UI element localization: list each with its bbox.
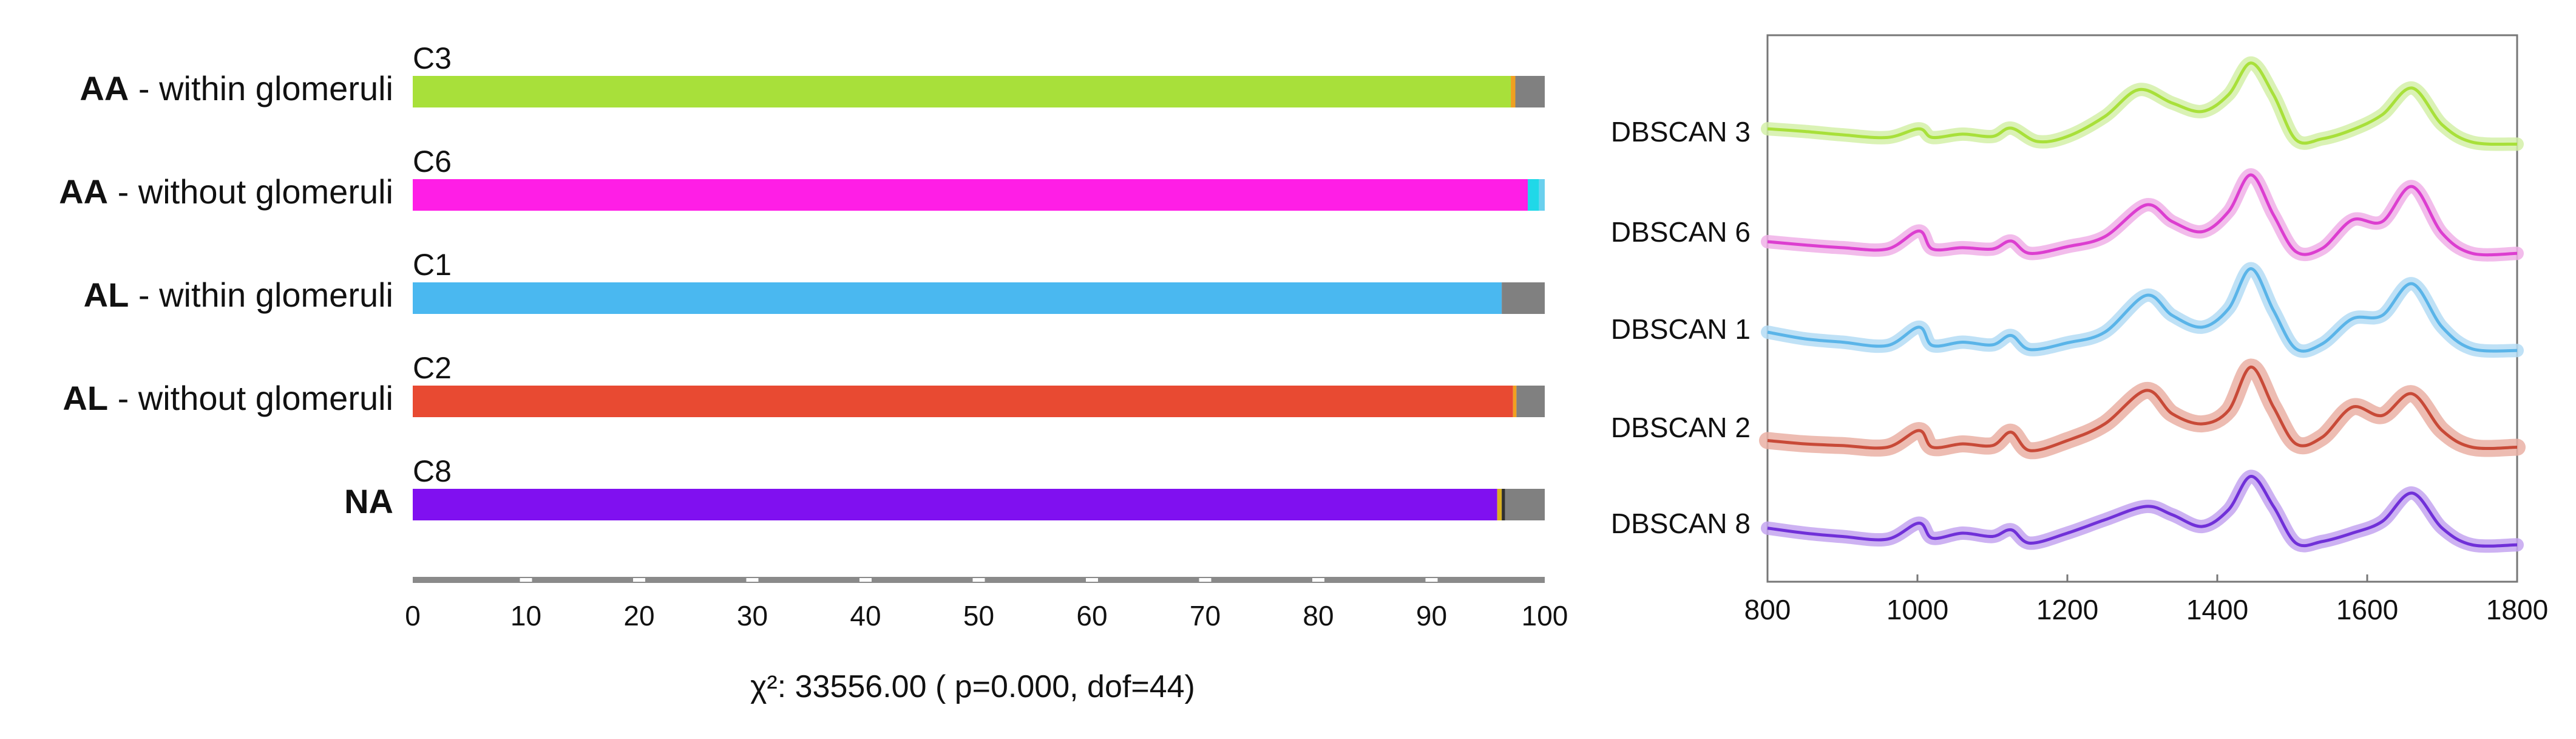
x-axis-tick bbox=[746, 578, 759, 582]
bar-row: NA C8 bbox=[344, 454, 1545, 520]
x-tick-label: 80 bbox=[1303, 600, 1334, 632]
x-axis-tick bbox=[972, 578, 985, 582]
series-label: DBSCAN 6 bbox=[1611, 216, 1751, 248]
row-label-bold: AL bbox=[84, 276, 129, 314]
x-tick-label: 50 bbox=[963, 600, 994, 632]
x-tick-label: 90 bbox=[1416, 600, 1447, 632]
bar-row: AA - within glomeruli C3 bbox=[80, 41, 1545, 107]
series-label: DBSCAN 2 bbox=[1611, 412, 1751, 443]
x-tick-label: 60 bbox=[1076, 600, 1107, 632]
bar-segment bbox=[1539, 179, 1545, 211]
row-label-rest: - without glomeruli bbox=[108, 172, 393, 211]
spectrum-band bbox=[1761, 168, 2524, 262]
bar-segment bbox=[1505, 489, 1545, 520]
plot-frame bbox=[1766, 34, 2518, 583]
cluster-label: C6 bbox=[413, 145, 452, 179]
x-tick-label: 0 bbox=[405, 600, 421, 632]
chi-square-annotation: χ²: 33556.00 ( p=0.000, dof=44) bbox=[750, 669, 1195, 704]
row-label: AL - within glomeruli bbox=[84, 276, 393, 314]
spectrum-band bbox=[1759, 358, 2526, 460]
bar-segment bbox=[1516, 386, 1545, 417]
x-tick-label: 1600 bbox=[2336, 594, 2398, 625]
x-tick-label: 20 bbox=[623, 600, 654, 632]
bar-segment bbox=[413, 76, 1511, 107]
series-label: DBSCAN 3 bbox=[1611, 116, 1751, 148]
spectrum-line bbox=[1767, 173, 2518, 257]
x-tick-label: 10 bbox=[510, 600, 541, 632]
x-tick-label: 1000 bbox=[1886, 594, 1948, 625]
x-tick-label: 70 bbox=[1190, 600, 1221, 632]
x-tick-label: 100 bbox=[1522, 600, 1568, 632]
bar-segment bbox=[413, 489, 1497, 520]
row-label-rest: - within glomeruli bbox=[129, 69, 393, 107]
x-tick-label: 40 bbox=[850, 600, 881, 632]
x-axis-tick bbox=[1199, 578, 1212, 582]
spectrum-line bbox=[1767, 61, 2518, 146]
x-axis-tick bbox=[633, 578, 645, 582]
spectrum-line bbox=[1767, 366, 2518, 452]
spectrum-band bbox=[1761, 469, 2524, 553]
row-label-bold: AL bbox=[63, 379, 108, 417]
x-axis-tick bbox=[1312, 578, 1324, 582]
x-tick-label: 30 bbox=[737, 600, 768, 632]
stacked-bar-chart: AA - within glomeruli C3 AA - without glom… bbox=[59, 41, 1568, 704]
row-label-rest: - without glomeruli bbox=[108, 379, 393, 417]
x-tick-label: 800 bbox=[1744, 594, 1791, 625]
x-axis: 0 10 20 30 40 50 60 70 80 90 100 bbox=[405, 577, 1568, 632]
bar-segment bbox=[1511, 76, 1516, 107]
cluster-label: C3 bbox=[413, 41, 452, 75]
row-label-bold: NA bbox=[344, 482, 393, 520]
x-axis-tick bbox=[859, 578, 872, 582]
x-axis: 800 1000 1200 1400 1600 1800 bbox=[1744, 574, 2548, 625]
row-label: AA - within glomeruli bbox=[80, 69, 393, 107]
series-label: DBSCAN 1 bbox=[1611, 313, 1751, 345]
x-axis-tick bbox=[1086, 578, 1098, 582]
row-label: NA bbox=[344, 482, 393, 520]
cluster-label: C1 bbox=[413, 248, 452, 282]
bar-segment bbox=[1513, 386, 1517, 417]
bar-segment bbox=[413, 179, 1528, 211]
row-label: AL - without glomeruli bbox=[63, 379, 393, 417]
spectrum-series: DBSCAN 6 bbox=[1611, 168, 2524, 262]
bar-row: AL - within glomeruli C1 bbox=[84, 248, 1545, 314]
spectrum-series: DBSCAN 1 bbox=[1611, 262, 2524, 358]
row-label-bold: AA bbox=[59, 172, 108, 211]
x-axis-tick bbox=[1425, 578, 1438, 582]
spectrum-series: DBSCAN 3 bbox=[1611, 56, 2524, 151]
bar-segment bbox=[1497, 489, 1502, 520]
cluster-label: C2 bbox=[413, 351, 452, 385]
bar-row: AA - without glomeruli C6 bbox=[59, 145, 1545, 211]
spectra-line-chart: DBSCAN 3 DBSCAN 6 DBSCAN 1 DBSCAN 2 DBSCAN 8… bbox=[1611, 34, 2548, 625]
spectrum-line bbox=[1767, 475, 2518, 548]
x-tick-label: 1200 bbox=[2036, 594, 2098, 625]
bar-segment bbox=[1502, 489, 1505, 520]
x-tick-label: 1800 bbox=[2486, 594, 2548, 625]
bar-row: AL - without glomeruli C2 bbox=[63, 351, 1545, 417]
bar-segment bbox=[1528, 179, 1539, 211]
series-label: DBSCAN 8 bbox=[1611, 508, 1751, 539]
bar-segment bbox=[413, 282, 1502, 314]
row-label: AA - without glomeruli bbox=[59, 172, 393, 211]
spectrum-line bbox=[1767, 267, 2518, 353]
spectrum-band bbox=[1761, 262, 2524, 358]
bar-segment bbox=[413, 386, 1513, 417]
spectrum-series: DBSCAN 2 bbox=[1611, 358, 2526, 460]
x-axis-tick bbox=[520, 578, 532, 582]
bar-segment bbox=[1502, 282, 1545, 314]
x-tick-label: 1400 bbox=[2186, 594, 2248, 625]
row-label-bold: AA bbox=[80, 69, 129, 107]
cluster-label: C8 bbox=[413, 454, 452, 488]
spectrum-band bbox=[1761, 56, 2524, 151]
spectrum-series: DBSCAN 8 bbox=[1611, 469, 2524, 553]
bar-segment bbox=[1515, 76, 1545, 107]
row-label-rest: - within glomeruli bbox=[129, 276, 393, 314]
